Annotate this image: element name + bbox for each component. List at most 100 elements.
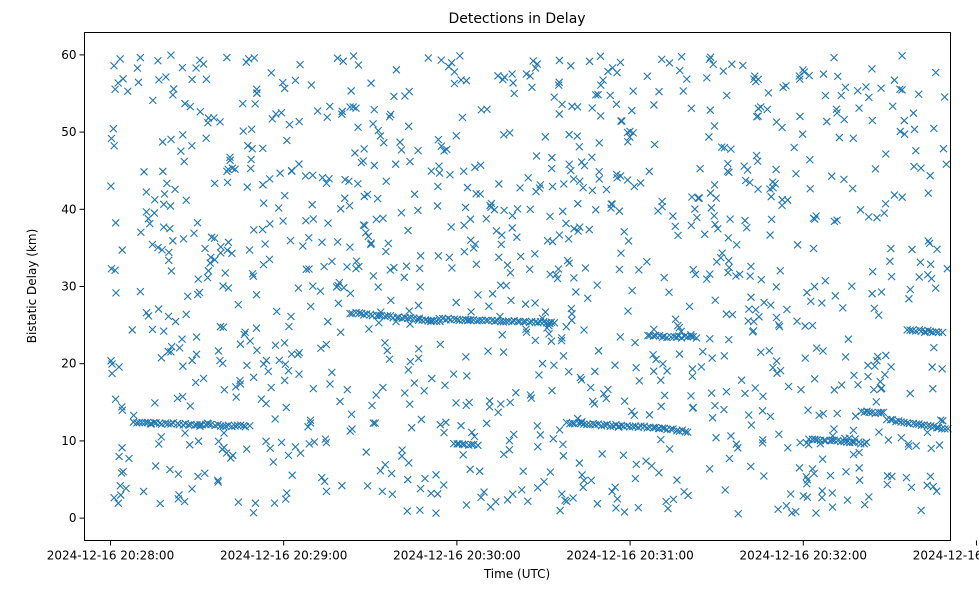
- detection-point: [164, 248, 173, 257]
- detection-point: [868, 116, 877, 125]
- detection-point: [615, 207, 624, 216]
- detection-point: [220, 385, 229, 394]
- detection-point: [805, 155, 814, 164]
- detection-point: [917, 421, 926, 430]
- detection-point: [200, 469, 209, 478]
- detection-point: [500, 73, 509, 81]
- x-tick-label: 2024-12-16 20:31:00: [566, 549, 693, 563]
- detection-point: [708, 354, 717, 363]
- detection-point: [349, 103, 358, 111]
- detection-point: [336, 397, 344, 406]
- detection-point: [803, 493, 812, 502]
- detection-point: [565, 160, 574, 169]
- detection-point: [900, 130, 909, 139]
- detection-point: [722, 387, 731, 396]
- detection-point: [505, 445, 514, 454]
- detection-point: [815, 411, 824, 420]
- detection-point: [304, 422, 312, 431]
- detection-point: [366, 240, 375, 249]
- detection-point: [708, 413, 717, 422]
- detection-point: [723, 159, 732, 168]
- detection-point: [713, 224, 722, 233]
- detection-point: [727, 432, 735, 440]
- detection-point: [204, 420, 213, 428]
- detection-point: [660, 391, 669, 400]
- detection-point: [587, 153, 596, 162]
- detection-point: [194, 275, 203, 283]
- detection-point: [742, 223, 751, 232]
- detection-point: [233, 421, 242, 430]
- detection-point: [151, 462, 160, 470]
- detection-point: [494, 71, 502, 80]
- detection-point: [416, 506, 424, 515]
- detection-point: [624, 307, 632, 316]
- detection-point: [751, 305, 760, 314]
- detection-point: [268, 114, 277, 123]
- detection-point: [238, 99, 247, 108]
- detection-point: [213, 476, 222, 485]
- detection-point: [566, 61, 575, 70]
- detection-point: [270, 499, 279, 508]
- detection-point: [879, 408, 888, 417]
- detection-point: [390, 92, 398, 101]
- detection-point: [281, 360, 290, 369]
- detection-point: [680, 332, 689, 341]
- detection-point: [632, 363, 641, 372]
- detection-point: [439, 481, 448, 489]
- detection-point: [435, 162, 443, 171]
- detection-point: [796, 438, 805, 447]
- detection-point: [550, 361, 558, 370]
- detection-point: [474, 291, 482, 299]
- detection-point: [335, 278, 344, 287]
- detection-point: [533, 60, 542, 68]
- detection-point: [114, 79, 123, 87]
- detection-point: [774, 321, 783, 329]
- detection-point: [931, 68, 940, 77]
- detection-point: [925, 239, 934, 248]
- detection-point: [320, 477, 329, 486]
- detection-point: [828, 489, 837, 497]
- detection-point: [557, 490, 566, 498]
- detection-point: [446, 170, 454, 179]
- detection-point: [754, 185, 762, 194]
- detection-point: [351, 149, 359, 157]
- detection-point: [382, 177, 391, 186]
- detection-point: [754, 104, 763, 113]
- detection-point: [631, 338, 639, 347]
- detection-point: [484, 302, 493, 311]
- detection-point: [334, 299, 343, 308]
- detection-point: [819, 347, 827, 355]
- detection-point: [173, 394, 182, 403]
- detection-point: [216, 322, 225, 331]
- detection-point: [284, 451, 293, 460]
- detection-point: [682, 75, 691, 84]
- x-tick-label: 2024-12-16 20:28:00: [47, 549, 174, 563]
- detection-point: [795, 463, 804, 472]
- detection-point: [133, 64, 142, 73]
- detection-point: [700, 230, 709, 239]
- detection-point: [367, 239, 376, 248]
- detection-point: [722, 91, 731, 100]
- detection-point: [415, 264, 424, 273]
- detection-point: [855, 448, 864, 457]
- detection-point: [931, 284, 940, 292]
- detection-point: [417, 415, 426, 424]
- detection-point: [541, 308, 550, 316]
- detection-point: [567, 316, 576, 325]
- detection-point: [249, 508, 258, 517]
- detection-point: [194, 437, 203, 446]
- detection-point: [136, 287, 145, 296]
- detection-point: [884, 436, 893, 444]
- detection-point: [250, 53, 259, 62]
- detection-point: [821, 276, 830, 285]
- detection-point: [574, 227, 583, 236]
- detection-point: [369, 119, 377, 128]
- detection-point: [766, 231, 774, 239]
- detection-point: [305, 439, 314, 448]
- detection-point: [888, 415, 897, 424]
- detection-point: [513, 205, 522, 213]
- detection-point: [910, 125, 919, 134]
- detection-point: [236, 421, 245, 430]
- detection-point: [546, 212, 554, 221]
- detection-point: [432, 470, 440, 479]
